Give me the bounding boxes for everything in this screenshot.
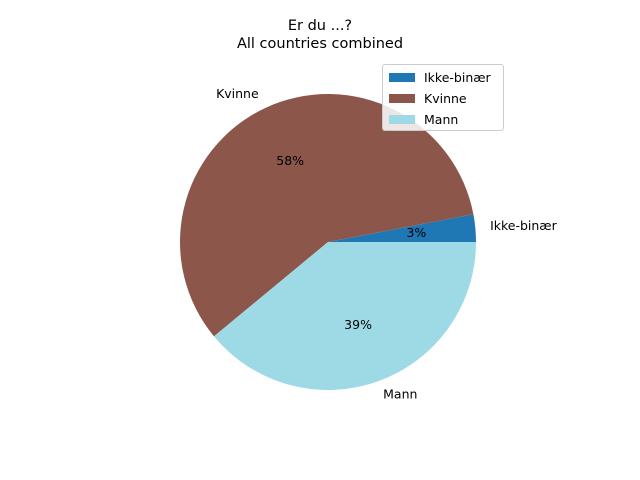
legend-swatch-mann — [389, 114, 415, 124]
chart-subtitle: All countries combined — [236, 36, 404, 52]
pie-slice-ikke-binaer — [328, 214, 476, 242]
slice-label-ikke-binaer: Ikke-binær — [490, 218, 558, 233]
slice-pct-mann: 39% — [344, 317, 372, 332]
chart-title: Er du ...? — [287, 18, 353, 34]
legend-swatch-ikke-binaer — [389, 72, 415, 82]
pie-slice-kvinne — [180, 94, 474, 337]
legend-item-kvinne: Kvinne — [389, 90, 467, 106]
legend-label-kvinne: Kvinne — [424, 90, 467, 106]
slice-label-mann: Mann — [383, 387, 417, 402]
legend-item-ikke-binaer: Ikke-binær — [389, 69, 491, 85]
slice-pct-kvinne: 58% — [276, 153, 304, 168]
legend-swatch-kvinne — [389, 93, 415, 103]
slice-pct-ikke-binaer: 3% — [406, 225, 426, 240]
pie-slice-mann — [213, 242, 476, 391]
legend-item-mann: Mann — [389, 111, 458, 127]
legend-label-mann: Mann — [424, 111, 459, 127]
legend-label-ikke-binaer: Ikke-binær — [424, 69, 491, 85]
slice-label-kvinne: Kvinne — [216, 86, 259, 101]
chart-legend: Ikke-binær Kvinne Mann — [382, 64, 504, 131]
